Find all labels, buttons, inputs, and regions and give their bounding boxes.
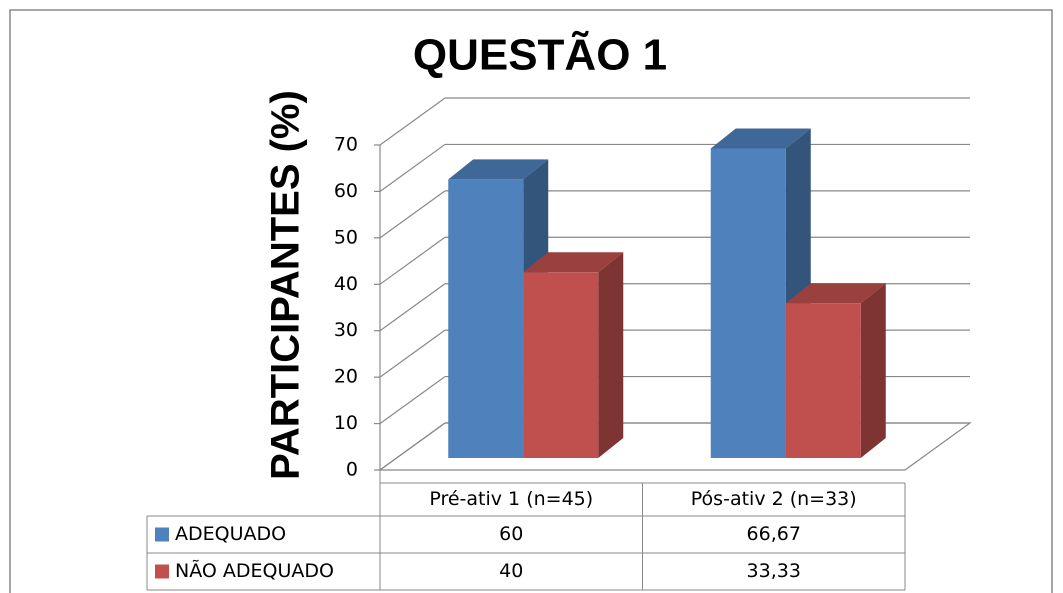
y-tick-label: 70 <box>334 134 358 156</box>
grid-line-side <box>379 329 446 378</box>
bar <box>523 272 599 458</box>
x-tick-label: Pós-ativ 2 (n=33) <box>691 488 857 510</box>
bar-side <box>860 283 886 458</box>
bar-side <box>598 252 624 458</box>
grid-line-side <box>379 236 446 285</box>
legend-label: NÃO ADEQUADO <box>175 559 334 582</box>
grid-line-side <box>379 283 446 332</box>
bar-top <box>523 252 624 273</box>
bar <box>448 179 524 458</box>
table-value: 40 <box>499 560 523 582</box>
bar-top <box>448 159 549 180</box>
y-tick-label: 30 <box>334 319 358 341</box>
chart-title: QUESTÃO 1 <box>413 30 667 80</box>
y-tick-label: 40 <box>334 273 358 295</box>
bar <box>710 148 786 459</box>
grid-line-side <box>379 97 446 146</box>
y-tick-label: 10 <box>334 412 358 434</box>
grid-line-side <box>379 422 446 471</box>
grid-line-side <box>379 190 446 239</box>
grid-line-side <box>379 143 446 192</box>
y-tick-label: 50 <box>334 226 358 248</box>
y-tick-label: 20 <box>334 366 358 388</box>
y-tick-label: 0 <box>346 459 358 481</box>
legend-swatch <box>155 527 169 542</box>
y-axis-label: PARTICIPANTES (%) <box>264 90 308 480</box>
legend-swatch <box>155 564 169 579</box>
table-value: 60 <box>499 523 523 545</box>
legend-label: ADEQUADO <box>175 523 286 545</box>
table-value: 33,33 <box>747 560 801 582</box>
bar <box>785 303 861 458</box>
grid-line-side <box>379 376 446 425</box>
x-tick-label: Pré-ativ 1 (n=45) <box>429 488 593 510</box>
y-tick-label: 60 <box>334 180 358 202</box>
bar-top <box>785 283 886 304</box>
table-value: 66,67 <box>747 523 801 545</box>
bar-top <box>710 128 811 149</box>
